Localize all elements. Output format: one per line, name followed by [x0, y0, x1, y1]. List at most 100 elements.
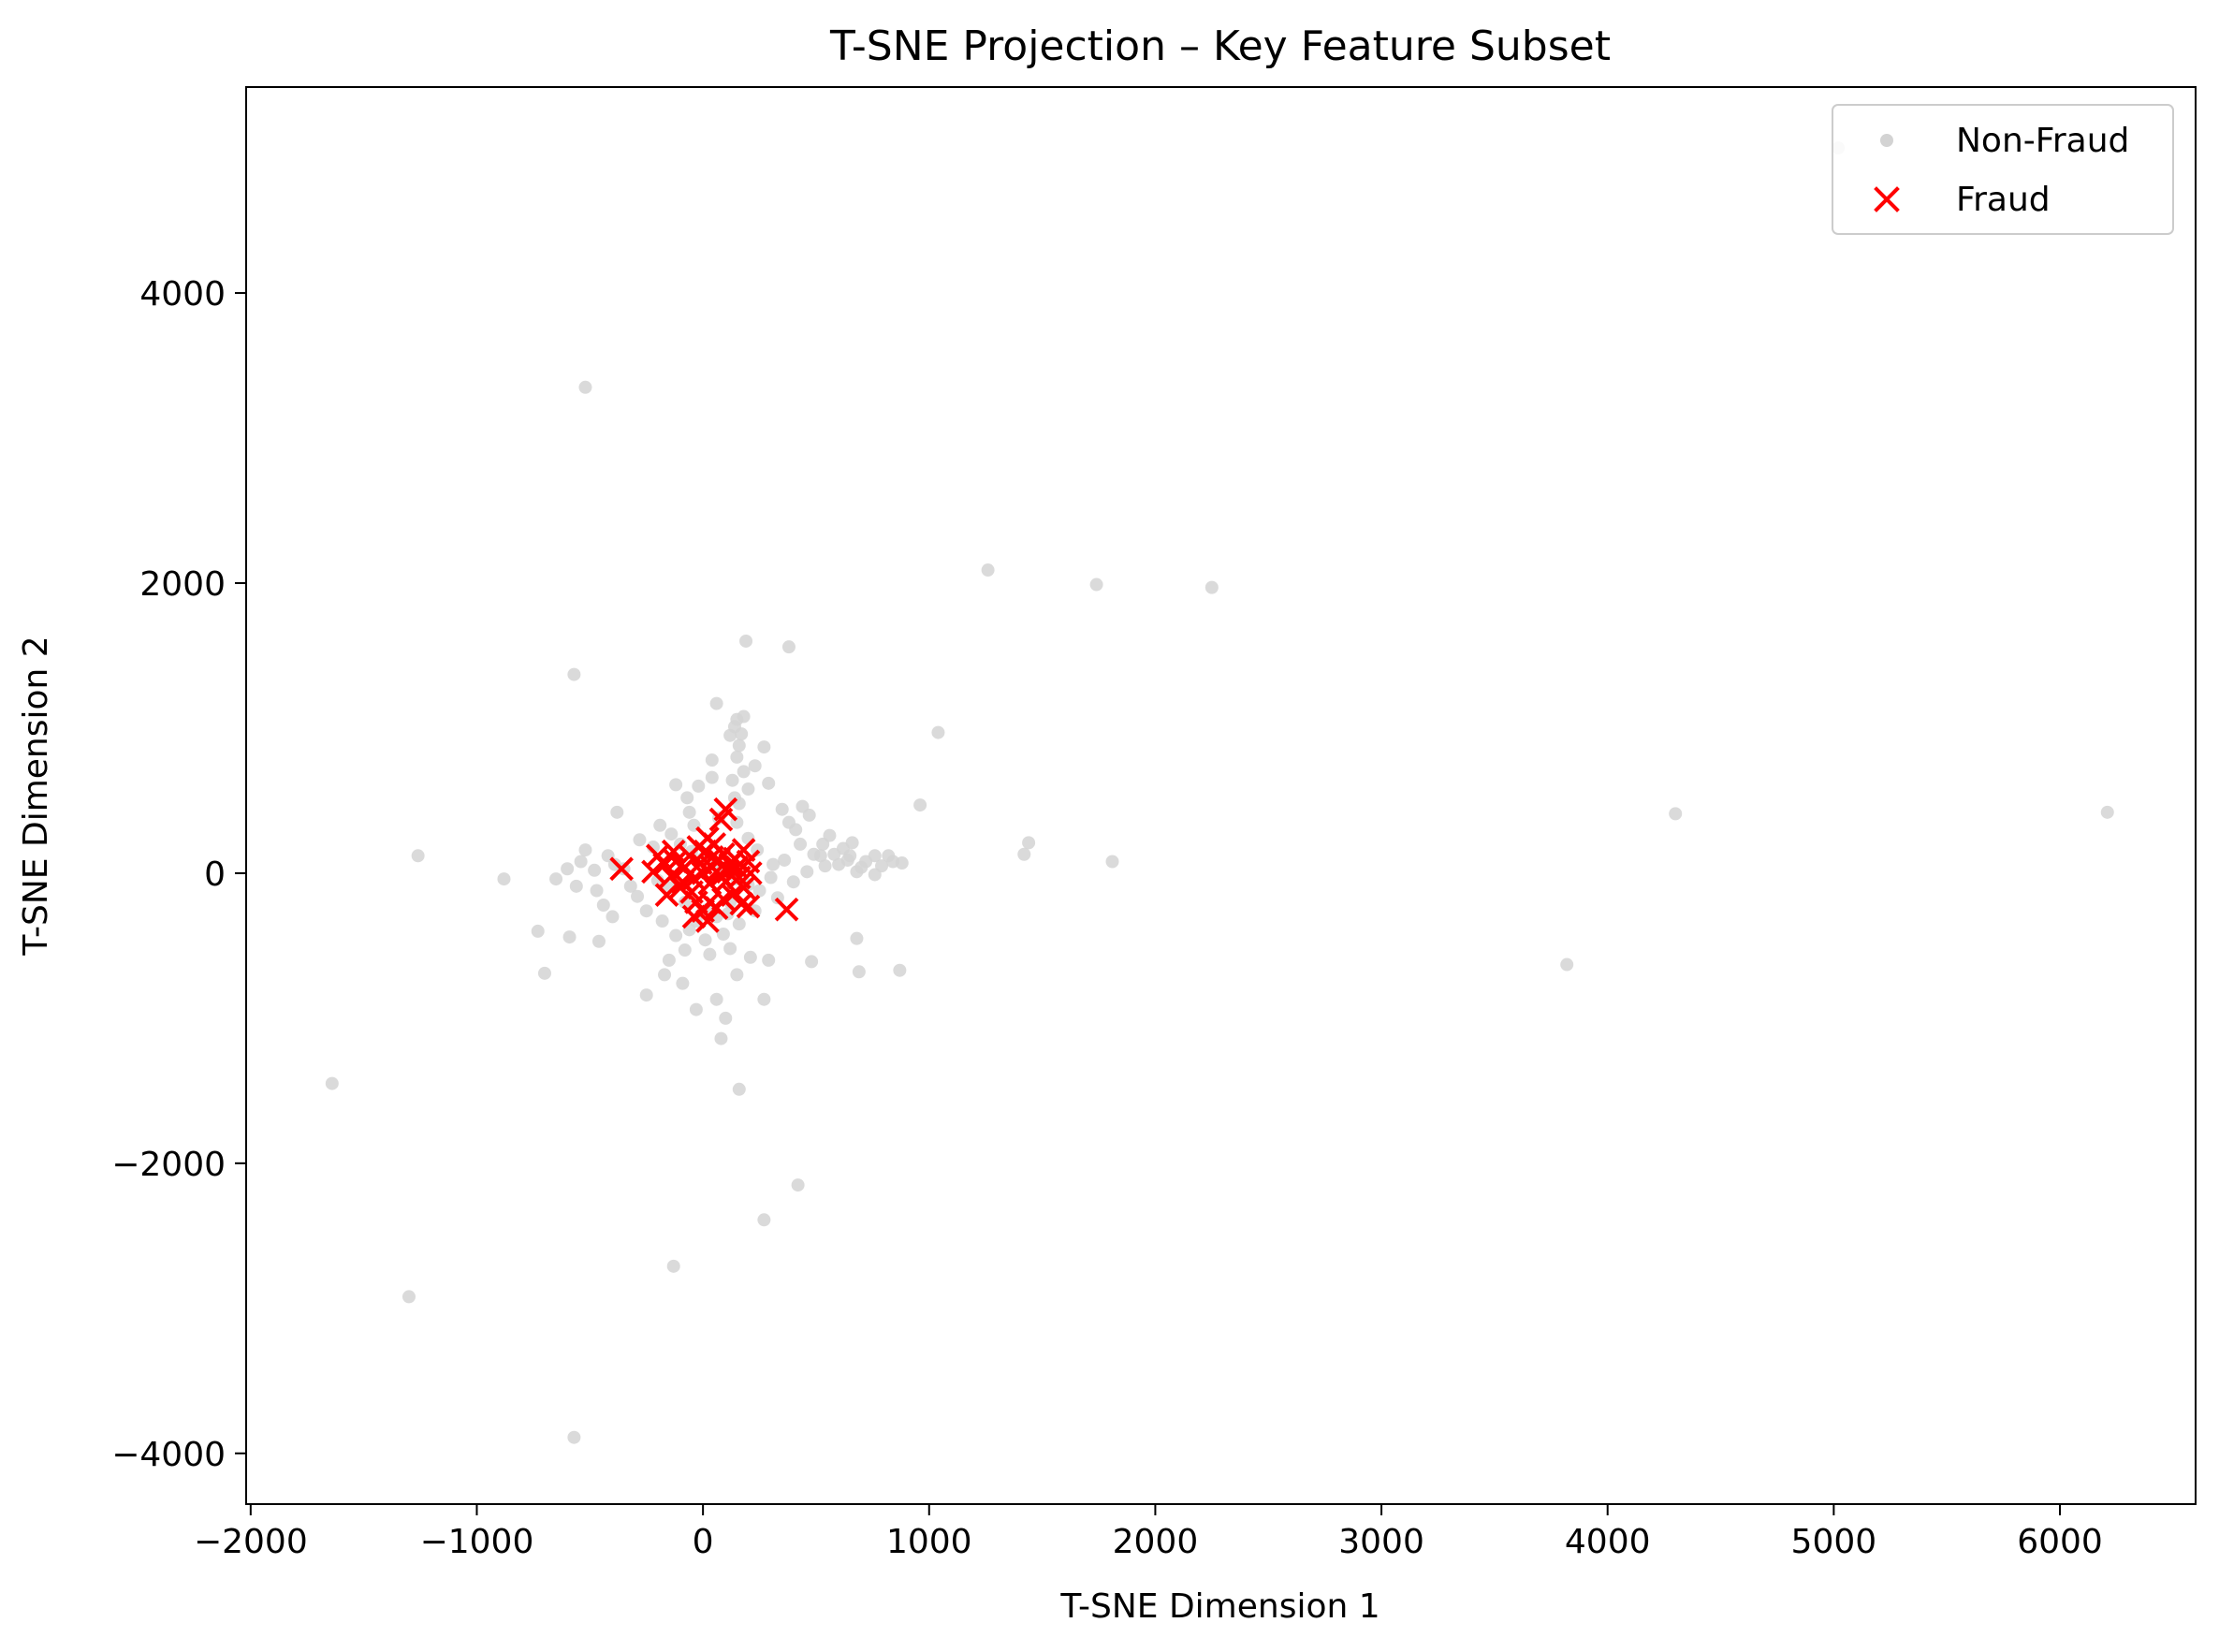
non-fraud-point [689, 1002, 703, 1016]
non-fraud-point [537, 966, 551, 980]
legend-fraud-label: Fraud [1956, 181, 2051, 219]
non-fraud-point [1089, 577, 1103, 592]
non-fraud-point [931, 725, 945, 739]
non-fraud-point [852, 965, 866, 979]
fraud-point [724, 855, 750, 880]
non-fraud-point [827, 847, 841, 861]
non-fraud-point [705, 770, 719, 784]
non-fraud-point [802, 808, 816, 822]
non-fraud-point [662, 953, 676, 967]
non-fraud-point [631, 889, 645, 903]
legend-non-fraud-label: Non-Fraud [1956, 122, 2129, 160]
non-fraud-point [531, 924, 545, 938]
non-fraud-point [730, 750, 744, 764]
non-fraud-point [569, 879, 583, 893]
non-fraud-point [682, 805, 696, 819]
non-fraud-point [596, 898, 610, 912]
non-fraud-point [868, 868, 882, 882]
non-fraud-point [698, 933, 712, 947]
non-fraud-point [678, 943, 692, 958]
non-fraud-point [794, 837, 808, 851]
non-fraud-point [725, 773, 739, 787]
non-fraud-point [859, 855, 873, 869]
y-axis: −4000 −2000 0 2000 4000 [111, 275, 246, 1474]
non-fraud-point [411, 849, 425, 863]
fraud-point [609, 856, 634, 882]
non-fraud-point [653, 818, 667, 832]
x-tick-label: 3000 [1338, 1523, 1424, 1561]
non-fraud-point [561, 862, 575, 876]
x-tick-label: 5000 [1791, 1523, 1877, 1561]
non-fraud-point [714, 1031, 728, 1045]
fraud-point [641, 859, 665, 884]
non-fraud-point [567, 667, 581, 681]
non-fraud-point [800, 865, 814, 879]
non-fraud-point [1022, 836, 1036, 850]
non-fraud-point [805, 955, 819, 969]
non-fraud-point [692, 779, 706, 793]
non-fraud-point [913, 798, 927, 812]
non-fraud-point [850, 865, 864, 879]
fraud-point [736, 894, 761, 919]
non-fraud-point [1105, 855, 1119, 869]
fraud-point [713, 870, 738, 895]
non-fraud-point [709, 696, 723, 710]
non-fraud-point [709, 992, 723, 1006]
non-fraud-point [669, 778, 683, 792]
non-fraud-point [752, 884, 766, 898]
non-fraud-point [818, 859, 832, 873]
non-fraud-point [981, 563, 995, 577]
non-fraud-point [325, 1076, 339, 1090]
non-fraud-point [764, 870, 778, 884]
plot-area [246, 87, 2196, 1504]
y-tick-label: −2000 [111, 1146, 226, 1184]
non-fraud-point [757, 740, 771, 754]
x-tick-label: 4000 [1565, 1523, 1651, 1561]
non-fraud-point [882, 849, 896, 863]
legend-non-fraud-marker [1880, 134, 1893, 147]
non-fraud-point [775, 802, 789, 816]
non-fraud-point [562, 930, 577, 944]
non-fraud-point [850, 931, 864, 945]
legend: Non-Fraud Fraud [1832, 104, 2174, 235]
non-fraud-point [730, 968, 744, 982]
non-fraud-point [705, 753, 719, 768]
non-fraud-point [786, 875, 800, 889]
non-fraud-point [807, 847, 821, 861]
non-fraud-point [739, 634, 753, 648]
non-fraud-point [655, 914, 669, 928]
fraud-point [654, 883, 679, 907]
non-fraud-point [639, 904, 653, 918]
non-fraud-point [623, 879, 637, 893]
x-tick-label: 2000 [1113, 1523, 1199, 1561]
non-fraud-point [578, 380, 592, 394]
y-tick-label: 0 [204, 855, 226, 894]
non-fraud-point [2100, 805, 2114, 819]
non-fraud-point [791, 1178, 805, 1192]
non-fraud-point [497, 872, 511, 886]
non-fraud-point [1560, 958, 1574, 972]
non-fraud-point [1017, 847, 1031, 861]
fraud-point [708, 807, 734, 832]
x-tick-label: 6000 [2017, 1523, 2103, 1561]
y-tick-label: 4000 [139, 275, 226, 314]
x-axis-label: T-SNE Dimension 1 [1059, 1587, 1380, 1626]
non-fraud-point [664, 827, 679, 841]
non-fraud-point [678, 895, 692, 909]
non-fraud-point [703, 947, 717, 961]
plot-background [246, 87, 2196, 1504]
legend-fraud-marker [1874, 186, 1900, 212]
fraud-point [774, 897, 799, 922]
non-fraud-point [578, 843, 592, 857]
x-tick-label: −1000 [420, 1523, 534, 1561]
series-fraud [609, 797, 799, 933]
non-fraud-point [895, 856, 909, 870]
non-fraud-point [680, 791, 694, 805]
non-fraud-point [748, 759, 762, 773]
non-fraud-point [816, 837, 830, 851]
non-fraud-point [781, 640, 796, 654]
non-fraud-point [633, 833, 647, 847]
fraud-point [699, 845, 724, 870]
non-fraud-point [741, 782, 755, 797]
non-fraud-point [606, 910, 620, 924]
